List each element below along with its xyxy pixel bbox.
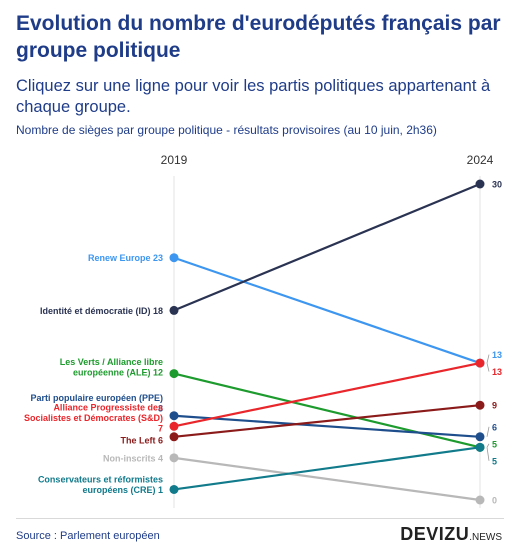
label-start-line: 8 — [158, 403, 163, 413]
label-end-sd: 13 — [492, 367, 502, 377]
point-start-id[interactable] — [169, 305, 179, 315]
label-end-cre: 5 — [492, 456, 497, 466]
label-start-line: 7 — [158, 423, 163, 433]
label-start-ale: Les Verts / Alliance libre européenne (AL… — [60, 357, 163, 378]
label-end-ale: 5 — [492, 439, 497, 449]
year-label-end: 2024 — [467, 153, 494, 167]
label-start-line: Non-inscrits 4 — [103, 453, 163, 463]
point-start-sd[interactable] — [169, 421, 179, 431]
label-start-line: européenne (ALE) 12 — [73, 367, 163, 377]
series-line-ppe[interactable] — [173, 414, 481, 438]
leader-ppe — [486, 426, 490, 437]
point-start-ale[interactable] — [169, 369, 179, 379]
brand-suffix: .NEWS — [469, 532, 502, 543]
label-start-line: Alliance Progressiste des — [53, 402, 163, 412]
label-start-ppe: Parti populaire européen (PPE) 8 — [30, 393, 163, 414]
leader-renew — [486, 354, 490, 364]
label-end-ppe: 6 — [492, 422, 497, 432]
label-start-line: Conservateurs et réformistes — [38, 475, 163, 485]
chart-subtitle: Cliquez sur une ligne pour voir les part… — [16, 77, 491, 116]
brand-logo: DEVIZU.NEWS — [400, 524, 502, 545]
label-start-left: The Left 6 — [120, 435, 163, 445]
series-line-left[interactable] — [173, 404, 481, 438]
point-end-ppe[interactable] — [475, 432, 485, 442]
leader-cre — [486, 447, 490, 461]
label-start-renew: Renew Europe 23 — [88, 253, 163, 263]
series-line-renew[interactable] — [173, 256, 481, 365]
label-start-line: Socialistes et Démocrates (S&D) — [24, 413, 163, 423]
label-start-sd: Alliance Progressiste des Socialistes et … — [24, 402, 163, 433]
brand-name: DEVIZU — [400, 524, 470, 544]
label-end-left: 9 — [492, 401, 497, 411]
point-end-left[interactable] — [475, 400, 485, 410]
series-line-cre[interactable] — [173, 446, 481, 491]
point-start-left[interactable] — [169, 432, 179, 442]
year-label-start: 2019 — [161, 153, 188, 167]
leader-sd — [486, 362, 490, 372]
point-start-renew[interactable] — [169, 253, 179, 263]
source-note: Source : Parlement européen — [16, 530, 160, 542]
series-line-sd[interactable] — [173, 361, 481, 428]
label-start-line: Renew Europe 23 — [88, 253, 163, 263]
label-start-ni: Non-inscrits 4 — [103, 453, 163, 463]
label-start-line: européens (CRE) 1 — [82, 485, 163, 495]
footer-divider — [16, 518, 504, 519]
point-start-ppe[interactable] — [169, 411, 179, 421]
series-line-ni[interactable] — [173, 456, 481, 502]
label-start-line: Parti populaire européen (PPE) — [30, 393, 163, 403]
label-start-line: The Left 6 — [120, 435, 163, 445]
label-start-cre: Conservateurs et réformistes européens (C… — [38, 475, 163, 496]
chart-description: Nombre de sièges par groupe politique - … — [16, 123, 437, 137]
point-start-ni[interactable] — [169, 453, 179, 463]
label-start-line: Les Verts / Alliance libre — [60, 357, 163, 367]
label-end-id: 30 — [492, 180, 502, 190]
point-end-cre[interactable] — [475, 442, 485, 452]
label-start-id: Identité et démocratie (ID) 18 — [40, 306, 163, 316]
label-start-line: Identité et démocratie (ID) 18 — [40, 306, 163, 316]
point-end-sd[interactable] — [475, 358, 485, 368]
series-line-ale[interactable] — [173, 372, 481, 449]
point-end-ni[interactable] — [475, 495, 485, 505]
point-start-cre[interactable] — [169, 484, 179, 494]
series-line-id[interactable] — [173, 182, 481, 312]
label-end-ni: 0 — [492, 496, 497, 506]
leader-ale — [486, 443, 490, 448]
point-end-id[interactable] — [475, 179, 485, 189]
chart-title: Evolution du nombre d'eurodéputés frança… — [16, 12, 501, 62]
label-end-renew: 13 — [492, 350, 502, 360]
